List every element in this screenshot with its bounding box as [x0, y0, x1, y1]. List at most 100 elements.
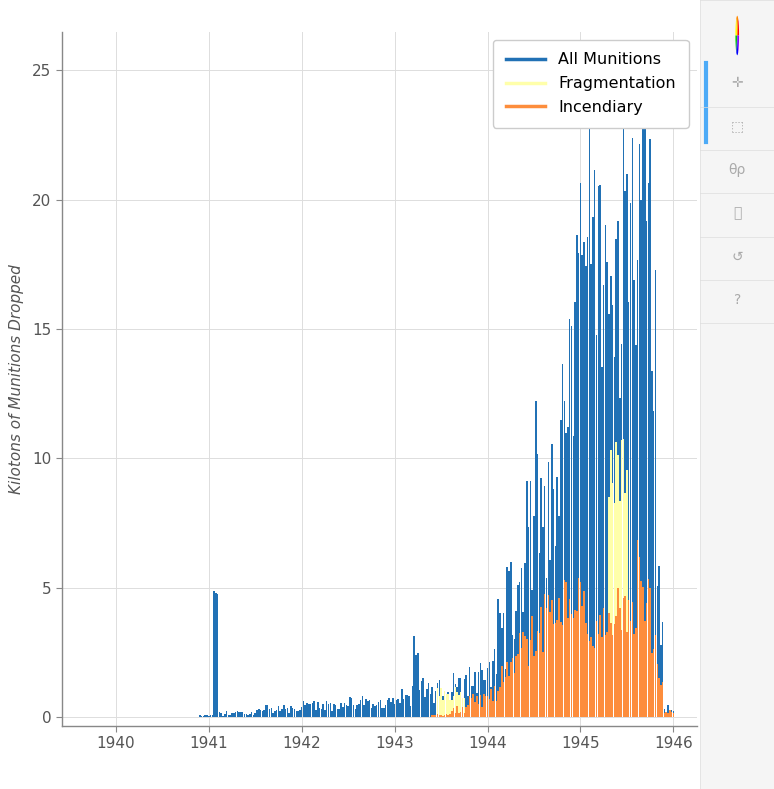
Bar	[394, 705, 396, 717]
Bar	[453, 696, 454, 717]
Bar	[651, 653, 652, 717]
Bar	[335, 705, 337, 717]
Bar	[628, 302, 629, 717]
Bar	[437, 687, 438, 717]
Bar	[265, 705, 267, 717]
Bar	[278, 705, 279, 717]
Bar	[653, 649, 655, 717]
Bar	[228, 715, 229, 717]
Bar	[214, 591, 215, 717]
Bar	[512, 635, 513, 717]
Bar	[231, 712, 233, 717]
Bar	[361, 696, 363, 717]
Bar	[199, 716, 200, 717]
Bar	[356, 705, 358, 717]
Bar	[547, 462, 549, 717]
Bar	[242, 712, 244, 717]
Bar	[412, 686, 413, 717]
Bar	[444, 690, 445, 717]
Bar	[532, 616, 533, 717]
Bar	[237, 711, 238, 717]
Bar	[360, 700, 361, 717]
Bar	[524, 563, 526, 717]
Bar	[528, 666, 529, 717]
Bar	[625, 596, 626, 717]
Bar	[560, 421, 562, 717]
Bar	[617, 588, 618, 717]
Bar	[222, 716, 224, 717]
Bar	[480, 694, 481, 717]
Bar	[667, 713, 669, 717]
Bar	[576, 611, 577, 717]
Bar	[542, 528, 543, 717]
Bar	[625, 492, 626, 717]
Text: ✛: ✛	[731, 76, 743, 90]
Bar	[483, 680, 485, 717]
Bar	[487, 696, 488, 717]
Bar	[598, 185, 599, 717]
Bar	[442, 696, 444, 717]
Bar	[342, 707, 344, 717]
Bar	[442, 700, 444, 717]
Bar	[630, 203, 632, 717]
Bar	[603, 285, 604, 717]
Bar	[539, 634, 540, 717]
Bar	[449, 714, 450, 717]
Bar	[660, 685, 662, 717]
Bar	[506, 662, 508, 717]
Bar	[215, 593, 217, 717]
Bar	[327, 704, 329, 717]
Bar	[481, 707, 483, 717]
Bar	[594, 649, 595, 717]
Bar	[433, 715, 435, 717]
Bar	[454, 687, 456, 717]
Bar	[607, 632, 608, 717]
Bar	[354, 709, 356, 717]
Bar	[551, 444, 553, 717]
Bar	[639, 144, 640, 717]
Bar	[258, 709, 259, 717]
Bar	[610, 276, 611, 717]
Bar	[608, 497, 610, 717]
Bar	[492, 661, 494, 717]
Bar	[655, 634, 656, 717]
Bar	[206, 716, 207, 717]
Bar	[637, 260, 639, 717]
Bar	[580, 581, 581, 717]
Bar	[229, 715, 231, 717]
Bar	[567, 618, 569, 717]
Bar	[503, 613, 505, 717]
Bar	[615, 442, 617, 717]
Bar	[565, 433, 567, 717]
Bar	[632, 138, 633, 717]
Bar	[460, 712, 461, 717]
Bar	[498, 691, 499, 717]
Bar	[433, 703, 435, 717]
Bar	[533, 656, 535, 717]
Bar	[255, 713, 256, 717]
Bar	[673, 712, 674, 717]
Bar	[522, 632, 524, 717]
Bar	[458, 695, 460, 717]
Legend: All Munitions, Fragmentation, Incendiary: All Munitions, Fragmentation, Incendiary	[493, 39, 689, 128]
Bar	[604, 635, 606, 717]
Bar	[238, 712, 240, 717]
Bar	[439, 680, 440, 717]
Bar	[610, 623, 611, 717]
Bar	[608, 613, 610, 717]
Bar	[224, 713, 225, 717]
Bar	[570, 326, 572, 717]
Bar	[378, 702, 379, 717]
Bar	[480, 663, 481, 717]
Bar	[308, 705, 310, 717]
Bar	[413, 636, 415, 717]
Bar	[371, 708, 372, 717]
Bar	[240, 712, 241, 717]
Bar	[655, 270, 656, 717]
Bar	[440, 705, 442, 717]
Bar	[492, 701, 494, 717]
Bar	[458, 712, 460, 717]
Bar	[465, 708, 467, 717]
Bar	[471, 686, 472, 717]
Bar	[547, 595, 549, 717]
